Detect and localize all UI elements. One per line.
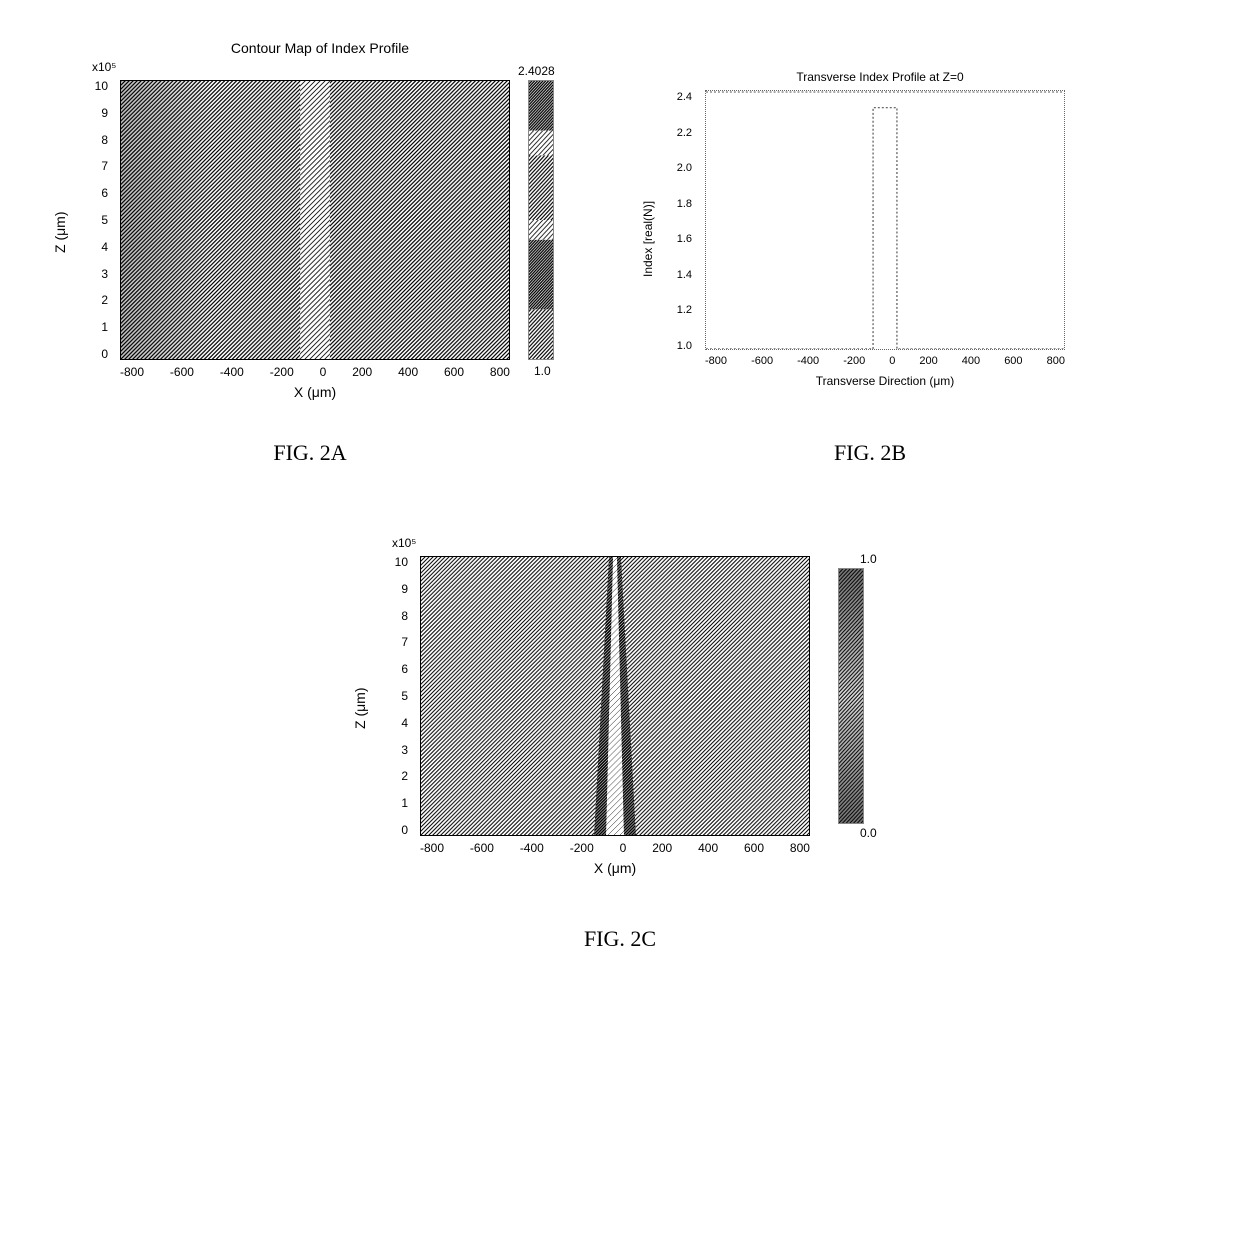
figure-2a-cb-max: 2.4028 bbox=[518, 64, 555, 78]
figure-2c-cb-min: 0.0 bbox=[860, 826, 877, 840]
figure-2b-yaxis: 1.01.21.41.61.82.02.22.4 bbox=[664, 92, 692, 352]
figure-2c-exponent: x10⁵ bbox=[392, 536, 416, 550]
figure-2b-chart: Transverse Index Profile at Z=0 Index [r… bbox=[620, 70, 1120, 420]
figure-2a-xaxis: -800-600-400-2000200400600800 bbox=[120, 366, 510, 378]
figure-2b-title: Transverse Index Profile at Z=0 bbox=[720, 70, 1040, 84]
figure-2a-ylabel: Z (μm) bbox=[52, 193, 68, 253]
figure-2b-ylabel: Index [real(N)] bbox=[641, 177, 655, 277]
figure-2a-plot bbox=[120, 80, 510, 360]
figure-2c-chart: x10⁵ Z (μm) 012345678910 bbox=[340, 526, 900, 906]
figure-2a-exponent: x10⁵ bbox=[92, 60, 116, 74]
figure-2c-cb-max: 1.0 bbox=[860, 552, 877, 566]
figure-2c-colorbar bbox=[838, 568, 864, 824]
figure-2c-plot bbox=[420, 556, 810, 836]
figure-2a-chart: Contour Map of Index Profile x10⁵ Z (μm)… bbox=[40, 40, 580, 420]
figure-2a-cb-min: 1.0 bbox=[534, 364, 551, 378]
figure-2b-xaxis: -800-600-400-2000200400600800 bbox=[705, 356, 1065, 367]
figure-2c-xlabel: X (μm) bbox=[420, 860, 810, 876]
figure-row-2: x10⁵ Z (μm) 012345678910 bbox=[40, 526, 1200, 952]
figure-2b-block: Transverse Index Profile at Z=0 Index [r… bbox=[620, 70, 1120, 466]
figure-2c-ylabel: Z (μm) bbox=[352, 669, 368, 729]
figure-2a-block: Contour Map of Index Profile x10⁵ Z (μm)… bbox=[40, 40, 580, 466]
figure-2a-colorbar bbox=[528, 80, 554, 360]
figure-2b-plot bbox=[705, 90, 1065, 350]
figure-2c-block: x10⁵ Z (μm) 012345678910 bbox=[340, 526, 900, 952]
figure-2a-caption: FIG. 2A bbox=[273, 440, 346, 466]
figure-2b-caption: FIG. 2B bbox=[834, 440, 906, 466]
figure-row-1: Contour Map of Index Profile x10⁵ Z (μm)… bbox=[40, 40, 1200, 466]
figure-2a-yaxis: 012345678910 bbox=[82, 80, 108, 360]
figure-2c-yaxis: 012345678910 bbox=[382, 556, 408, 836]
figure-2b-xlabel: Transverse Direction (μm) bbox=[705, 374, 1065, 388]
figure-2a-title: Contour Map of Index Profile bbox=[170, 40, 470, 56]
figure-2c-caption: FIG. 2C bbox=[584, 926, 656, 952]
figure-2c-xaxis: -800-600-400-2000200400600800 bbox=[420, 842, 810, 854]
figure-2a-xlabel: X (μm) bbox=[120, 384, 510, 400]
